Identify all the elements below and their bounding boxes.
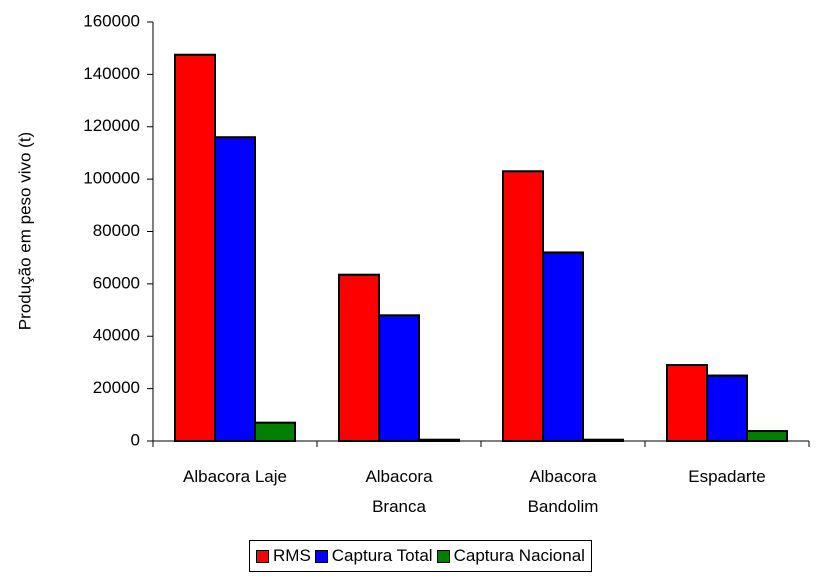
y-tick-label: 100000 [83, 169, 140, 188]
y-tick-label: 120000 [83, 116, 140, 135]
bar [418, 438, 460, 442]
y-tick-label: 20000 [93, 378, 140, 397]
y-axis-title: Produção em peso vivo (t) [15, 132, 34, 330]
y-tick-label: 0 [131, 430, 140, 449]
bar [666, 364, 708, 442]
x-tick-label: Albacora Laje [183, 467, 287, 486]
legend-swatch [256, 549, 269, 563]
bar [542, 251, 584, 442]
bar [174, 53, 216, 442]
y-tick-label: 60000 [93, 273, 140, 292]
legend-label: Captura Nacional [453, 546, 585, 565]
x-tick-label: Espadarte [688, 467, 766, 486]
y-tick-label: 140000 [83, 64, 140, 83]
legend-label: Captura Total [331, 546, 433, 565]
x-tick-label: Albacora Bandolim [527, 467, 599, 516]
bar [214, 136, 256, 442]
legend-swatch [314, 549, 328, 563]
bar [706, 374, 748, 442]
bar [378, 314, 420, 442]
bar [254, 421, 296, 443]
bar [582, 438, 624, 442]
legend-item: Captura Total [314, 546, 433, 566]
legend-swatch [436, 549, 450, 563]
legend-label: RMS [273, 546, 311, 565]
bar [338, 273, 380, 442]
legend: RMS Captura Total Captura Nacional [249, 540, 592, 572]
bar [746, 430, 788, 442]
y-tick-label: 40000 [93, 326, 140, 345]
legend-item: Captura Nacional [436, 546, 585, 566]
legend-item: RMS [256, 546, 311, 566]
bar [502, 170, 544, 443]
y-tick-label: 80000 [93, 221, 140, 240]
y-tick-label: 160000 [83, 11, 140, 30]
x-tick-label: Albacora Branca [365, 467, 433, 516]
